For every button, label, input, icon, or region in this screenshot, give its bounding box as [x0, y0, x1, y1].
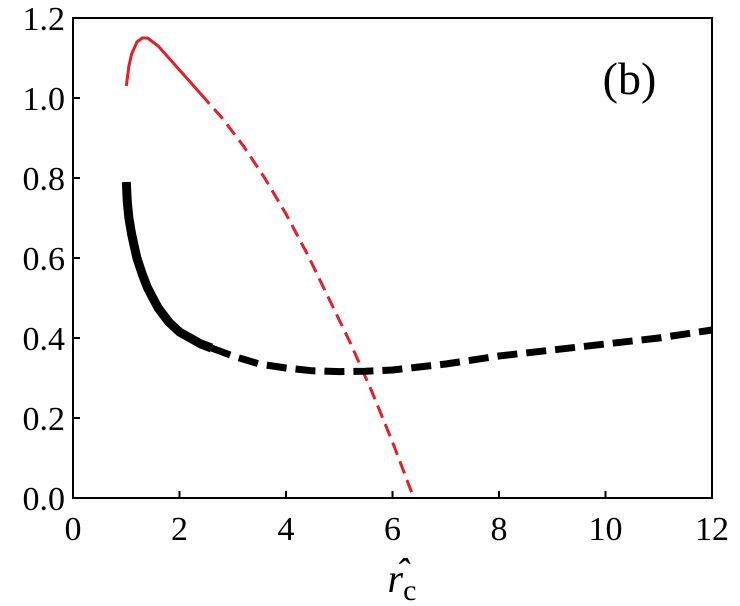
black-dashed-curve	[210, 326, 713, 376]
svg-text:rc: rc	[388, 556, 417, 606]
ticks-layer: 0 2 4 6 8 10 12 0.0 0.2 0.4 0.6 0.8 1.0 1.2	[23, 1, 730, 548]
y-tick-label: 0.8	[23, 161, 66, 198]
curves-layer	[121, 36, 713, 499]
y-tick-label: 0.0	[23, 481, 66, 518]
y-tick-label: 0.4	[23, 321, 66, 358]
x-axis-label-hat: ˆ	[395, 550, 410, 595]
y-tick-label: 1.0	[23, 81, 66, 118]
x-tick-label: 2	[171, 511, 188, 548]
x-tick-label: 6	[384, 511, 401, 548]
y-tick-label: 0.6	[23, 241, 66, 278]
red-dashed-curve	[199, 93, 416, 499]
x-tick-label: 8	[491, 511, 508, 548]
red-solid-curve	[124, 36, 202, 95]
x-axis-label: rc ˆ	[388, 550, 417, 606]
panel-label: (b)	[603, 53, 657, 104]
x-tick-label: 0	[65, 511, 82, 548]
y-tick-label: 1.2	[23, 1, 66, 38]
y-tick-label: 0.2	[23, 401, 66, 438]
x-axis-label-base: r	[388, 556, 404, 601]
black-solid-curve	[121, 181, 214, 353]
x-tick-label: 4	[278, 511, 295, 548]
x-axis-label-subscript: c	[403, 574, 416, 606]
x-tick-label: 12	[695, 511, 729, 548]
x-tick-label: 10	[589, 511, 623, 548]
